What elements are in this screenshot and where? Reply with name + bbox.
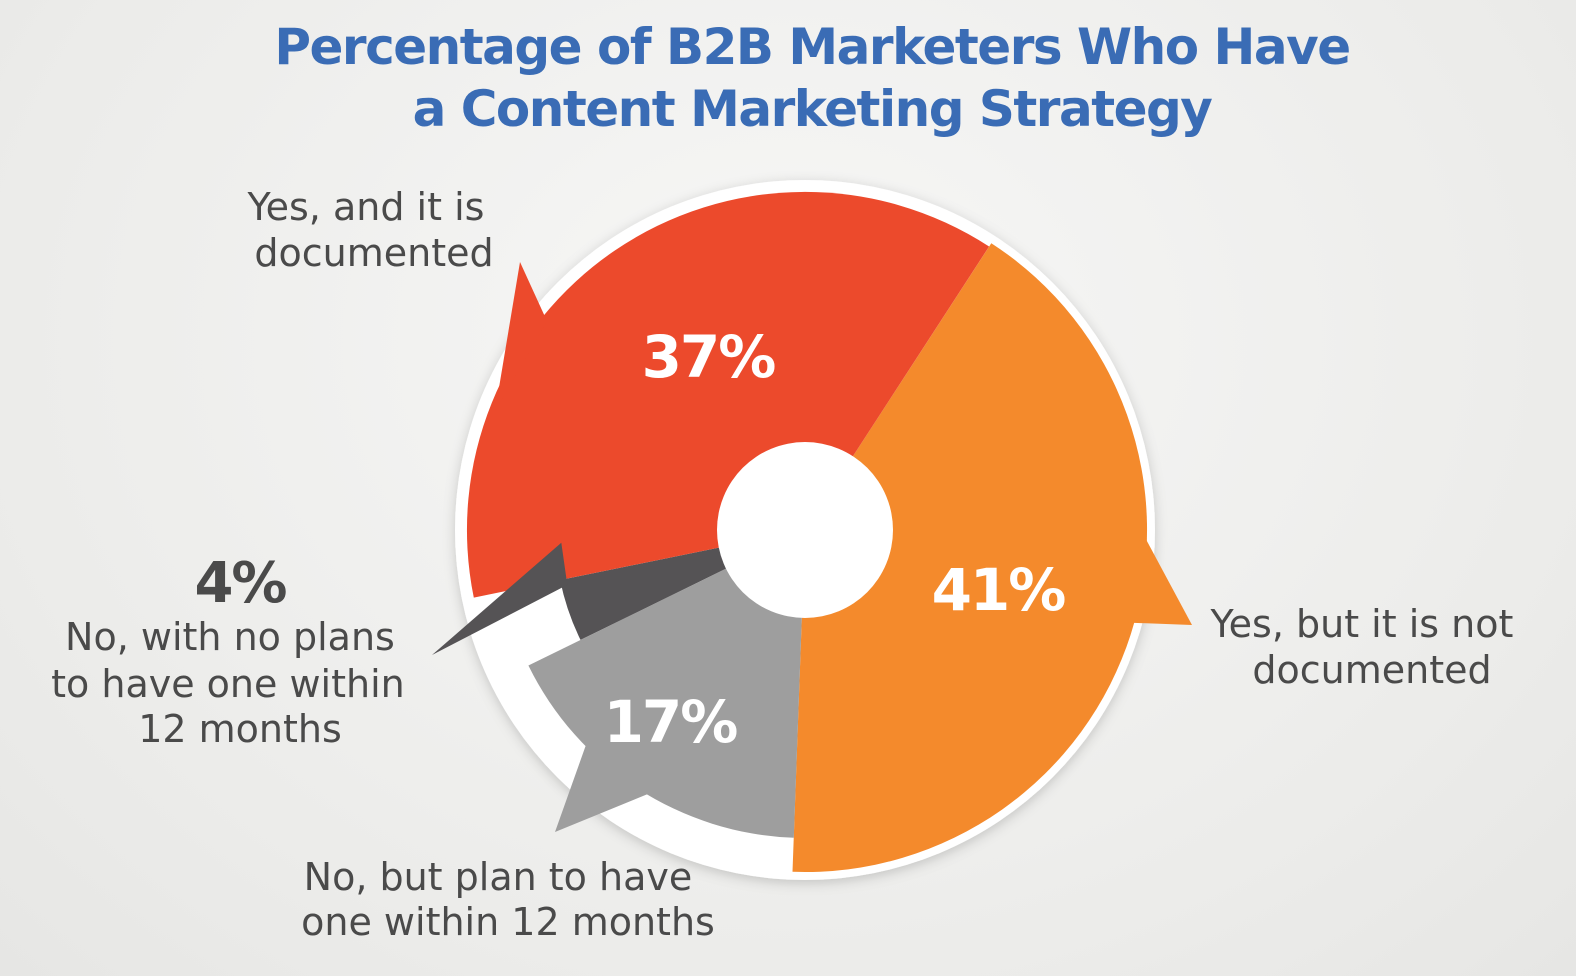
pie-slice-no-plan-12-months xyxy=(528,530,805,838)
category-label-no-plan-12-months-line-2: one within 12 months xyxy=(301,900,715,944)
pie-slice-yes-documented xyxy=(466,191,990,598)
category-label-yes-not-documented-line-2: documented xyxy=(1252,648,1491,692)
category-label-yes-documented-line-2: documented xyxy=(254,231,493,275)
callout-pointer-yes-not-documented xyxy=(1128,530,1192,625)
category-label-yes-not-documented-line-1: Yes, but it is not xyxy=(1210,602,1514,646)
callout-pointer-yes-documented xyxy=(495,262,547,411)
category-label-yes-documented-line-1: Yes, and it is xyxy=(246,185,484,229)
category-label-no-no-plans-line-1: No, with no plans xyxy=(65,615,395,659)
category-label-no-plan-12-months: No, but plan to have one within 12 month… xyxy=(301,855,715,944)
value-label-no-plan-12-months: 17% xyxy=(604,688,738,756)
category-label-no-plan-12-months-line-1: No, but plan to have xyxy=(304,855,693,899)
chart-title-line-1: Percentage of B2B Marketers Who Have xyxy=(274,18,1349,76)
value-label-yes-documented: 37% xyxy=(642,323,776,391)
category-label-yes-documented: Yes, and it is documented xyxy=(246,185,496,275)
category-label-no-no-plans-line-3: 12 months xyxy=(138,707,342,751)
category-label-no-no-plans: No, with no plans to have one within 12 … xyxy=(51,615,417,751)
value-label-yes-not-documented: 41% xyxy=(932,556,1066,624)
pie-slices xyxy=(432,191,1192,873)
value-label-no-no-plans: 4% xyxy=(194,551,286,616)
callout-pointer-no-no-plans xyxy=(432,542,568,655)
category-label-yes-not-documented: Yes, but it is not documented xyxy=(1210,602,1526,692)
callout-pointer-no-plan-12-months xyxy=(555,739,654,832)
pie-slice-yes-not-documented xyxy=(792,243,1148,873)
chart-title-line-2: a Content Marketing Strategy xyxy=(413,80,1213,138)
category-label-no-no-plans-line-2: to have one within xyxy=(51,662,405,706)
pie-center-hole xyxy=(717,442,893,618)
